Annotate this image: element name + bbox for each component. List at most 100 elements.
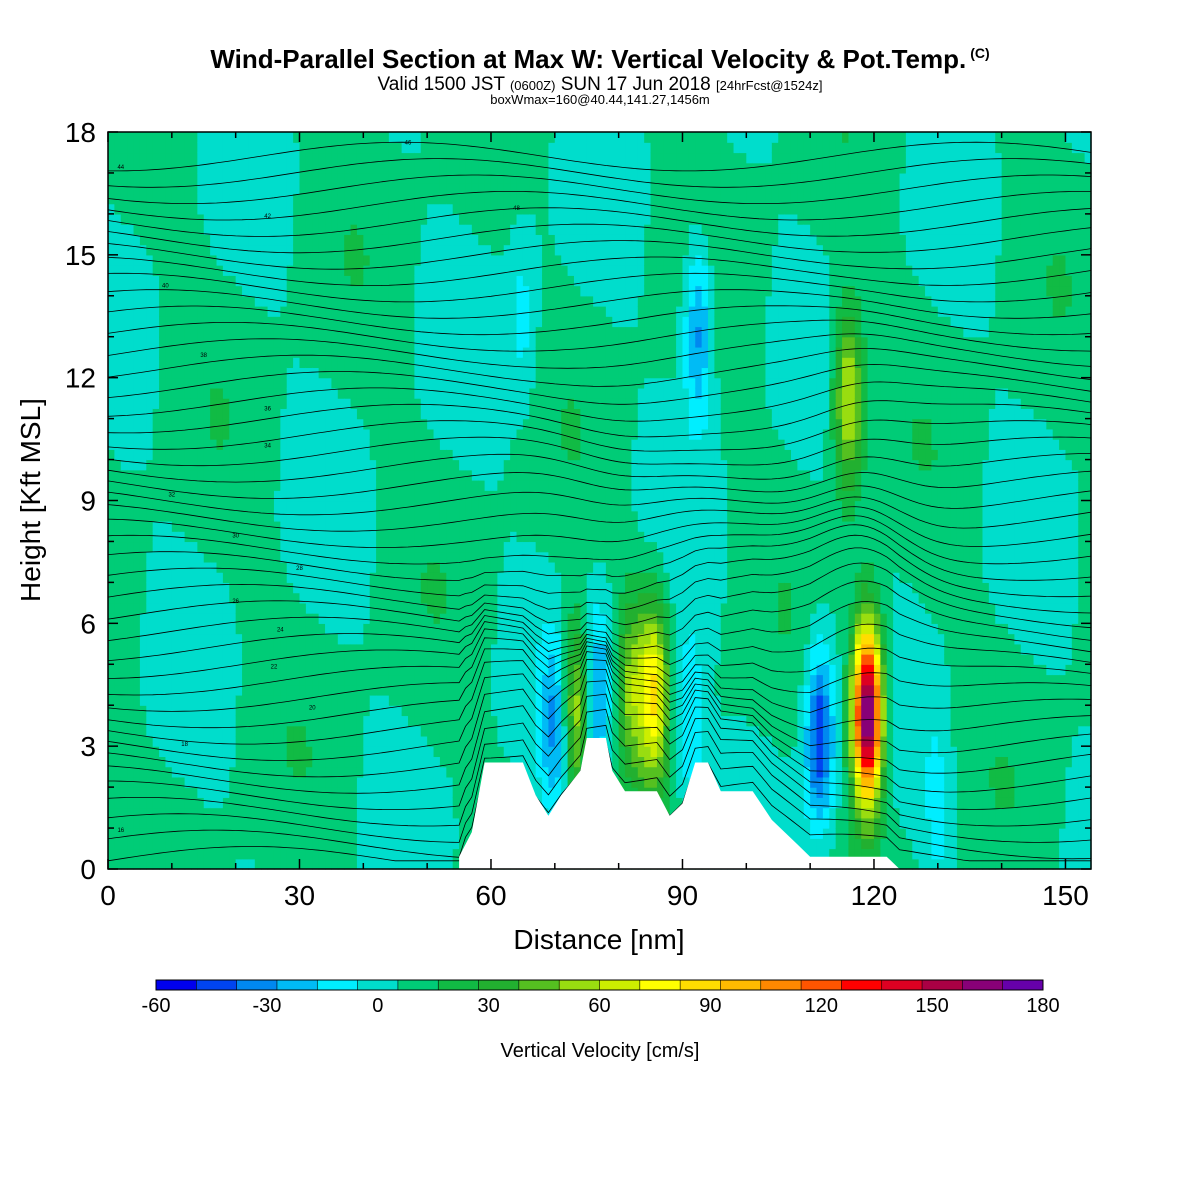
w-cell — [171, 346, 179, 358]
w-cell — [210, 633, 218, 645]
w-cell — [184, 592, 192, 604]
w-cell — [216, 848, 224, 860]
w-cell — [408, 797, 415, 809]
w-cell — [510, 408, 518, 420]
w-cell — [203, 306, 211, 317]
w-cell — [222, 572, 230, 583]
w-cell — [452, 326, 460, 338]
w-cell — [363, 162, 371, 174]
w-cell — [408, 244, 415, 256]
w-cell — [203, 817, 211, 829]
w-cell — [229, 142, 237, 154]
w-cell — [178, 807, 186, 819]
w-cell — [305, 480, 313, 491]
w-cell — [203, 459, 211, 471]
w-cell — [376, 623, 384, 635]
w-cell — [171, 725, 179, 737]
w-cell — [286, 203, 294, 215]
w-cell — [503, 510, 511, 522]
w-cell — [490, 306, 498, 317]
w-cell — [325, 674, 333, 686]
w-cell — [337, 684, 345, 696]
w-cell — [210, 756, 218, 768]
w-cell — [331, 449, 339, 461]
w-cell — [452, 643, 460, 655]
w-cell — [376, 265, 384, 276]
w-cell — [510, 664, 518, 676]
w-cell — [369, 541, 377, 553]
w-cell — [459, 674, 467, 686]
w-cell — [369, 142, 377, 154]
w-cell — [363, 520, 371, 532]
w-cell — [376, 183, 384, 195]
w-cell — [337, 510, 345, 522]
w-cell — [382, 694, 390, 706]
w-cell — [114, 162, 122, 174]
w-cell — [159, 193, 167, 205]
w-cell — [139, 602, 147, 614]
w-cell — [159, 787, 167, 798]
w-cell — [235, 746, 243, 758]
w-cell — [139, 326, 147, 338]
w-cell — [280, 152, 288, 164]
w-cell — [433, 306, 441, 317]
w-cell — [305, 377, 313, 389]
w-cell — [356, 357, 364, 369]
w-cell — [139, 306, 147, 317]
w-cell — [229, 265, 237, 276]
w-cell — [414, 336, 422, 348]
w-cell — [165, 694, 173, 706]
w-cell — [280, 756, 288, 768]
w-cell — [267, 367, 275, 379]
w-cell — [395, 439, 403, 450]
w-cell — [325, 541, 333, 553]
w-cell — [305, 654, 313, 665]
w-cell — [331, 172, 339, 184]
w-cell — [273, 316, 281, 328]
w-cell — [522, 172, 530, 184]
w-cell — [184, 142, 192, 154]
w-cell — [114, 807, 122, 819]
w-cell — [127, 643, 135, 655]
w-cell — [414, 531, 422, 543]
w-cell — [548, 592, 556, 604]
w-cell — [516, 295, 524, 307]
w-cell — [108, 643, 115, 655]
w-cell — [152, 715, 160, 727]
w-cell — [382, 132, 390, 143]
w-cell — [286, 162, 294, 174]
w-cell — [146, 132, 154, 143]
w-cell — [337, 152, 345, 164]
w-cell — [459, 735, 467, 747]
w-cell — [350, 746, 358, 758]
w-cell — [465, 592, 473, 604]
w-cell — [344, 807, 352, 819]
w-cell — [197, 295, 205, 307]
w-cell — [184, 418, 192, 430]
w-cell — [242, 787, 250, 798]
w-cell — [146, 561, 154, 573]
w-cell — [299, 459, 307, 471]
w-cell — [120, 848, 128, 860]
w-cell — [446, 858, 454, 870]
w-cell — [197, 541, 205, 553]
w-cell — [229, 817, 237, 829]
w-cell — [293, 357, 301, 369]
w-cell — [382, 541, 390, 553]
w-cell — [146, 480, 154, 491]
w-cell — [427, 582, 435, 594]
w-cell — [305, 275, 313, 287]
w-cell — [248, 561, 256, 573]
w-cell — [273, 602, 281, 614]
w-cell — [139, 746, 147, 758]
w-cell — [184, 807, 192, 819]
w-cell — [312, 254, 320, 266]
w-cell — [114, 306, 122, 317]
w-cell — [305, 398, 313, 409]
w-cell — [529, 480, 537, 491]
w-cell — [433, 285, 441, 297]
w-cell — [408, 285, 415, 297]
w-cell — [261, 336, 269, 348]
w-cell — [497, 572, 505, 583]
w-cell — [363, 142, 371, 154]
